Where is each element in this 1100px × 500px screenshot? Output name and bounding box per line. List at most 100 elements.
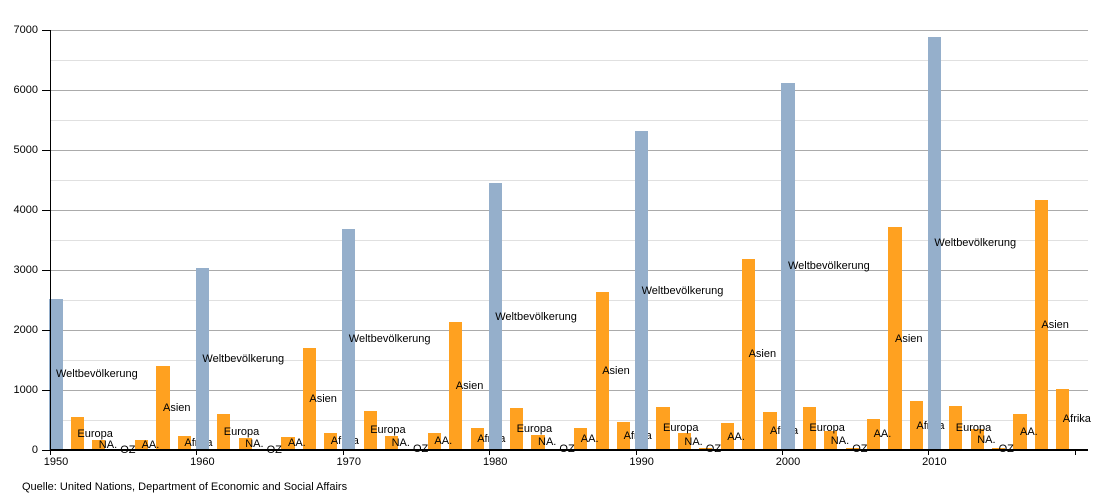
bar-label-aa-1950: AA. [141, 438, 160, 451]
bar-label-asien-1980: Asien [602, 365, 630, 378]
bar-label-aa-1960: AA. [288, 437, 306, 450]
y-axis-line [50, 30, 51, 450]
bar-label-weltbevoelkerung-1990: Weltbevölkerung [641, 284, 724, 297]
bar-weltbevoelkerung-1990 [634, 131, 649, 450]
bar-label-asien-2000: Asien [895, 332, 923, 345]
bar-label-na-2010: NA. [977, 433, 996, 446]
bar-weltbevoelkerung-1970 [342, 228, 356, 450]
bar-label-aa-1970: AA. [434, 435, 453, 448]
bar-weltbevoelkerung-2000 [781, 82, 795, 450]
bar-label-europa-1970: Europa [370, 424, 406, 437]
bar-label-asien-1970: Asien [455, 379, 484, 392]
y-tick-label-2000: 2000 [13, 324, 38, 336]
gridline-minor-1500 [50, 360, 1088, 361]
bar-label-na-1980: NA. [538, 436, 557, 449]
bar-na-1980 [531, 434, 545, 450]
bar-label-europa-2010: Europa [955, 421, 992, 434]
x-tick-label-2010: 2010 [922, 456, 947, 468]
y-tick-label-3000: 3000 [13, 264, 38, 276]
bar-label-europa-1950: Europa [77, 427, 113, 440]
bar-weltbevoelkerung-1980 [488, 183, 502, 450]
bar-na-1970 [384, 436, 399, 450]
bar-label-aa-1980: AA. [580, 433, 599, 446]
bar-aa-1960 [281, 436, 295, 450]
bar-asien-1950 [156, 366, 170, 450]
bar-europa-1950 [70, 417, 85, 450]
gridline-major-2000 [50, 330, 1088, 331]
y-tick-label-4000: 4000 [13, 204, 38, 216]
bar-aa-1990 [720, 423, 734, 450]
bar-aa-1950 [134, 439, 149, 450]
bar-label-aa-2000: AA. [873, 428, 892, 441]
gridline-major-5000 [50, 150, 1088, 151]
bar-aa-2010 [1013, 414, 1027, 450]
y-tick-label-1000: 1000 [13, 384, 38, 396]
bar-afrika-1950 [177, 436, 192, 450]
bar-na-1960 [238, 437, 252, 450]
bar-label-weltbevoelkerung-2010: Weltbevölkerung [934, 237, 1017, 250]
bar-afrika-1960 [324, 432, 338, 450]
bar-label-weltbevoelkerung-1980: Weltbevölkerung [495, 310, 577, 323]
x-axis-line [50, 449, 1088, 451]
bar-na-1990 [677, 433, 692, 450]
bar-label-asien-2010: Asien [1041, 319, 1069, 332]
bar-na-2000 [824, 431, 838, 450]
gridline-major-1000 [50, 390, 1088, 391]
bar-label-weltbevoelkerung-2000: Weltbevölkerung [788, 260, 870, 273]
y-tick-label-6000: 6000 [13, 84, 38, 96]
y-tick-4000 [42, 210, 50, 211]
bar-label-na-1960: NA. [245, 437, 264, 450]
gridline-major-7000 [50, 30, 1088, 31]
bar-label-weltbevoelkerung-1950: Weltbevölkerung [56, 368, 138, 381]
bar-label-aa-2010: AA. [1020, 426, 1038, 438]
bar-europa-1970 [363, 410, 377, 450]
bar-na-2010 [970, 429, 984, 450]
bar-asien-2000 [888, 227, 902, 450]
x-boundary-tick-7 [1074, 451, 1076, 455]
x-boundary-tick-6 [928, 451, 930, 455]
bar-label-europa-1990: Europa [663, 422, 699, 435]
bar-europa-1980 [509, 408, 524, 450]
bar-afrika-2010 [1056, 388, 1070, 450]
bar-label-europa-2000: Europa [809, 422, 845, 435]
bar-label-asien-1990: Asien [748, 348, 777, 361]
y-tick-label-7000: 7000 [13, 24, 38, 36]
x-tick-label-1960: 1960 [190, 456, 215, 468]
bar-label-weltbevoelkerung-1960: Weltbevölkerung [202, 353, 285, 366]
bar-label-asien-1960: Asien [309, 393, 337, 405]
x-tick-label-1950: 1950 [43, 456, 69, 468]
bar-asien-1970 [449, 321, 463, 450]
gridline-minor-4500 [50, 180, 1088, 181]
bar-weltbevoelkerung-1960 [195, 268, 210, 450]
gridline-major-4000 [50, 210, 1088, 211]
bar-asien-1980 [595, 292, 609, 450]
source-note: Quelle: United Nations, Department of Ec… [22, 481, 348, 493]
bar-afrika-1980 [616, 421, 631, 450]
x-tick-label-2000: 2000 [775, 456, 801, 468]
x-boundary-tick-4 [635, 451, 637, 455]
gridline-minor-3500 [50, 240, 1088, 241]
bar-label-na-1970: NA. [391, 437, 410, 450]
bar-oz-2010 [991, 447, 1006, 450]
bar-label-aa-1990: AA. [727, 430, 745, 443]
gridline-minor-2500 [50, 300, 1088, 301]
bar-europa-2010 [949, 405, 963, 450]
bar-afrika-1970 [470, 428, 484, 450]
bar-label-europa-1980: Europa [516, 423, 553, 436]
y-tick-label-0: 0 [31, 444, 38, 456]
y-tick-label-5000: 5000 [13, 144, 38, 156]
bar-aa-1970 [427, 432, 442, 450]
gridline-minor-5500 [50, 120, 1088, 121]
bar-label-oz-2010: OZ [999, 443, 1014, 455]
bar-label-na-2000: NA. [830, 434, 850, 447]
bar-label-na-1990: NA. [684, 435, 703, 448]
x-boundary-tick-2 [342, 451, 344, 455]
x-tick-label-1990: 1990 [629, 456, 654, 468]
y-tick-7000 [42, 30, 50, 31]
bar-asien-1990 [741, 258, 756, 450]
x-boundary-tick-5 [782, 451, 783, 455]
x-tick-label-1970: 1970 [336, 456, 362, 468]
x-boundary-tick-1 [196, 451, 198, 455]
bar-na-1950 [92, 439, 106, 450]
